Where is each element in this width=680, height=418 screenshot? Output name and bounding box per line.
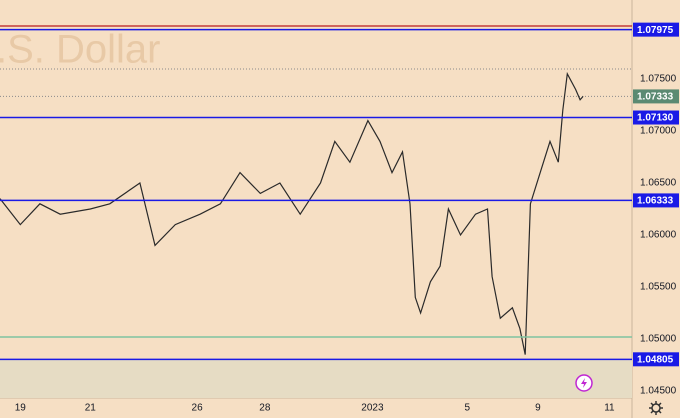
x-tick-label: 2023: [361, 403, 384, 414]
last-price-label: 1.07333: [637, 92, 674, 103]
y-tick-label: 1.05500: [640, 282, 677, 293]
x-tick-label: 9: [535, 403, 541, 414]
x-tick-label: 28: [259, 403, 271, 414]
level-tag: [633, 110, 679, 125]
y-tick-label: 1.04500: [640, 386, 677, 397]
support-zone: [0, 359, 632, 398]
level-tag-label: 1.06333: [637, 196, 674, 207]
x-tick-label: 5: [464, 403, 470, 414]
x-tick-label: 11: [604, 403, 615, 414]
level-tag: [633, 193, 679, 208]
level-tag-label: 1.04805: [637, 354, 674, 365]
x-tick-label: 21: [85, 403, 97, 414]
event-marker[interactable]: [575, 374, 593, 392]
y-tick-label: 1.06000: [640, 230, 677, 241]
level-tag-label: 1.07130: [637, 113, 674, 124]
y-tick-label: 1.05000: [640, 334, 677, 345]
level-tag: [633, 22, 679, 37]
y-tick-label: 1.06500: [640, 178, 677, 189]
x-tick-label: 26: [192, 403, 204, 414]
level-tag-label: 1.07975: [637, 25, 674, 36]
y-tick-label: 1.07500: [640, 74, 677, 85]
settings-icon[interactable]: [649, 401, 663, 415]
watermark: .S. Dollar: [0, 28, 161, 72]
last-price-tag: [633, 89, 679, 104]
level-tag: [633, 352, 679, 367]
price-line: [0, 71, 584, 355]
y-tick-label: 1.07000: [640, 126, 677, 137]
x-tick-label: 19: [15, 403, 27, 414]
